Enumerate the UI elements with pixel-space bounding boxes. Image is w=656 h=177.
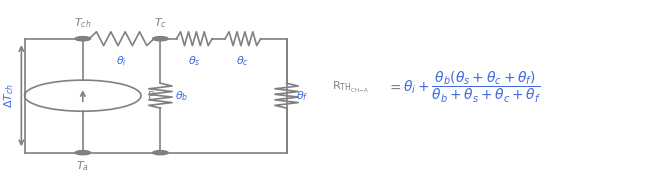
Text: $T_c$: $T_c$ [154,16,167,30]
Text: $\Delta T_{ch}$: $\Delta T_{ch}$ [3,83,16,108]
Text: $\theta_f$: $\theta_f$ [297,89,309,103]
Text: P: P [148,91,154,101]
Text: $\mathregular{R_{TH_{CH\!-\!A}}}$: $\mathregular{R_{TH_{CH\!-\!A}}}$ [332,79,369,95]
Circle shape [153,37,168,41]
Circle shape [75,37,91,41]
Text: $T_{ch}$: $T_{ch}$ [74,16,92,30]
Circle shape [153,151,168,155]
Text: $\theta_i + \dfrac{\theta_b(\theta_s + \theta_c + \theta_f)}{\theta_b + \theta_s: $\theta_i + \dfrac{\theta_b(\theta_s + \… [403,70,541,105]
Text: $\theta_s$: $\theta_s$ [188,54,201,68]
Text: $\theta_i$: $\theta_i$ [116,54,127,68]
Text: $\theta_b$: $\theta_b$ [174,89,188,103]
Circle shape [75,151,91,155]
Text: $\theta_c$: $\theta_c$ [236,54,249,68]
Text: $=$: $=$ [387,80,401,94]
Text: $T_a$: $T_a$ [76,160,89,173]
